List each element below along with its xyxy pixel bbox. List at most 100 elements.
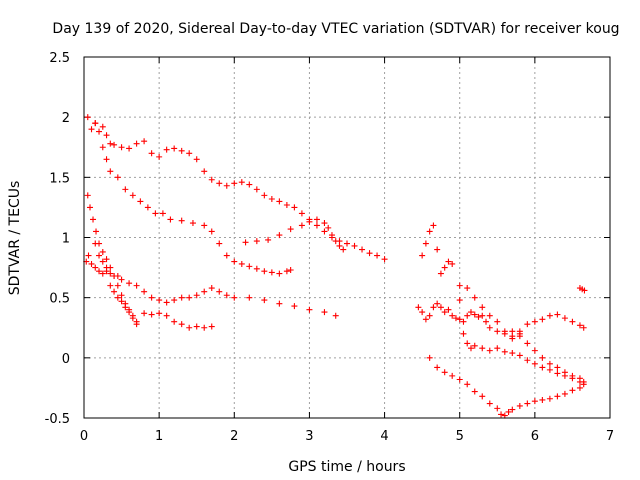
- data-point: [276, 198, 283, 205]
- data-point: [103, 132, 110, 139]
- data-point: [494, 405, 501, 412]
- data-point: [539, 354, 546, 361]
- data-point: [122, 186, 129, 193]
- data-point: [246, 181, 253, 188]
- data-point: [471, 311, 478, 318]
- series-track-8: [419, 222, 587, 342]
- data-point: [208, 176, 215, 183]
- data-point: [441, 309, 448, 316]
- data-point: [88, 260, 95, 267]
- data-point: [445, 258, 452, 265]
- data-point: [111, 288, 118, 295]
- data-point: [449, 260, 456, 267]
- data-point: [287, 266, 294, 273]
- data-point: [516, 333, 523, 340]
- data-point: [464, 285, 471, 292]
- data-point: [141, 310, 148, 317]
- data-point: [336, 242, 343, 249]
- x-axis-label: GPS time / hours: [288, 459, 405, 475]
- data-point: [189, 220, 196, 227]
- data-point: [133, 282, 140, 289]
- y-tick-label: 0: [62, 352, 70, 367]
- series-track-10: [426, 354, 587, 419]
- y-tick-label: 0.5: [49, 292, 70, 307]
- data-point: [456, 282, 463, 289]
- data-point: [328, 232, 335, 239]
- data-point: [96, 268, 103, 275]
- data-point: [208, 285, 215, 292]
- data-point: [216, 180, 223, 187]
- data-point: [99, 270, 106, 277]
- data-point: [479, 345, 486, 352]
- data-point: [85, 252, 92, 259]
- data-point: [201, 222, 208, 229]
- data-point: [509, 328, 516, 335]
- data-point: [498, 411, 505, 418]
- data-point: [471, 342, 478, 349]
- data-point: [471, 388, 478, 395]
- data-point: [171, 318, 178, 325]
- data-point: [554, 370, 561, 377]
- x-tick-label: 2: [230, 429, 238, 444]
- data-point: [238, 179, 245, 186]
- data-point: [539, 364, 546, 371]
- data-point: [92, 240, 99, 247]
- data-point: [546, 312, 553, 319]
- data-point: [581, 287, 588, 294]
- data-point: [434, 364, 441, 371]
- data-point: [163, 146, 170, 153]
- data-point: [486, 312, 493, 319]
- data-point: [193, 323, 200, 330]
- series-track-12: [576, 285, 588, 294]
- data-point: [494, 318, 501, 325]
- series-track-2: [92, 120, 294, 277]
- data-point: [87, 204, 94, 211]
- data-point: [133, 140, 140, 147]
- data-point: [576, 384, 583, 391]
- data-point: [148, 150, 155, 157]
- data-point: [99, 258, 106, 265]
- data-point: [99, 123, 106, 130]
- data-point: [306, 218, 313, 225]
- data-point: [539, 316, 546, 323]
- data-point: [321, 228, 328, 235]
- data-point: [460, 318, 467, 325]
- data-point: [178, 217, 185, 224]
- series-track-5: [84, 192, 215, 331]
- data-point: [479, 312, 486, 319]
- data-point: [178, 321, 185, 328]
- data-point: [178, 147, 185, 154]
- x-tick-label: 6: [531, 429, 539, 444]
- data-point: [114, 174, 121, 181]
- data-point: [265, 236, 272, 243]
- data-point: [415, 304, 422, 311]
- data-point: [141, 138, 148, 145]
- data-point: [126, 280, 133, 287]
- data-point: [103, 256, 110, 263]
- data-point: [449, 312, 456, 319]
- data-point: [276, 232, 283, 239]
- data-point: [253, 265, 260, 272]
- data-point: [509, 335, 516, 342]
- data-point: [156, 310, 163, 317]
- data-point: [505, 408, 512, 415]
- data-point: [486, 347, 493, 354]
- data-point: [516, 352, 523, 359]
- data-point: [445, 306, 452, 313]
- data-point: [223, 252, 230, 259]
- data-point: [114, 282, 121, 289]
- data-point: [554, 393, 561, 400]
- data-point: [509, 406, 516, 413]
- data-point: [580, 324, 587, 331]
- data-point: [291, 303, 298, 310]
- data-point: [569, 372, 576, 379]
- data-point: [90, 216, 97, 223]
- data-point: [524, 357, 531, 364]
- data-point: [531, 347, 538, 354]
- data-point: [133, 321, 140, 328]
- data-point: [223, 292, 230, 299]
- data-point: [340, 246, 347, 253]
- data-point: [163, 312, 170, 319]
- data-point: [193, 156, 200, 163]
